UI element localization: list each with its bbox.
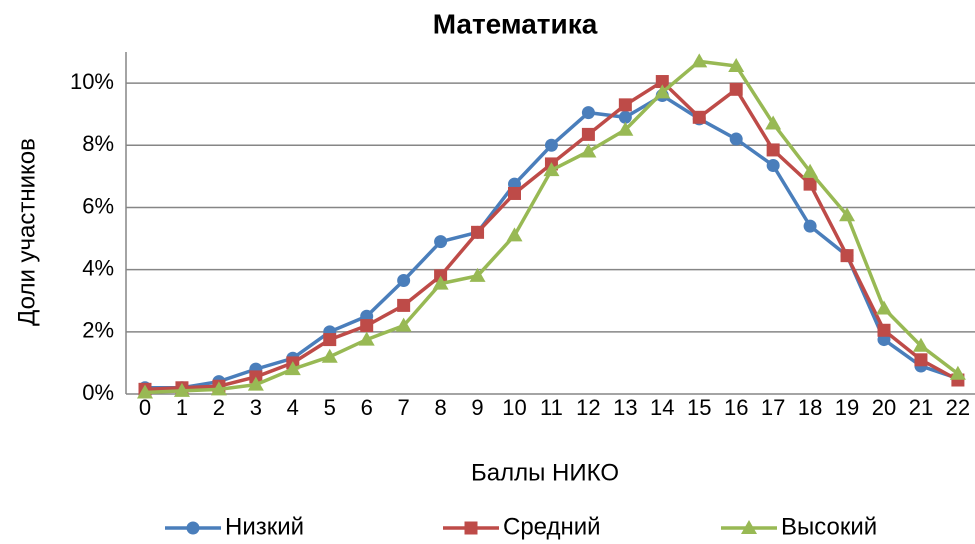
marker [912,337,929,352]
marker [617,121,634,136]
marker [876,300,892,315]
marker [247,376,264,391]
series-line [144,59,959,395]
marker [729,132,743,146]
marker [210,381,227,396]
y-axis-title: Доли участников [13,138,40,326]
x-tick-label: 16 [724,395,748,420]
x-tick-label: 7 [398,395,410,420]
x-axis-title: Баллы НИКО [471,459,619,486]
marker [580,143,597,158]
x-tick-label: 19 [835,395,859,420]
x-tick-label: 20 [872,395,896,420]
marker [618,98,632,112]
marker [803,219,817,233]
marker [432,275,449,290]
marker [949,365,966,380]
marker [581,106,595,120]
y-tick-label: 4% [82,255,114,280]
marker [434,235,448,249]
x-tick-label: 4 [287,395,299,420]
marker [358,331,375,346]
x-tick-label: 22 [946,395,970,420]
marker [321,348,338,363]
marker [471,225,485,239]
marker [840,249,854,263]
x-tick-label: 17 [761,395,785,420]
x-tick-label: 8 [434,395,446,420]
x-tick-label: 21 [909,395,933,420]
marker [618,110,632,124]
marker [729,82,743,96]
x-tick-label: 5 [324,395,336,420]
marker [284,361,301,376]
marker [469,267,486,282]
x-tick-label: 10 [502,395,526,420]
marker [508,186,521,200]
marker [765,115,782,130]
marker [655,75,669,89]
marker [802,163,819,178]
series-line [144,79,959,392]
chart-title: Математика [433,8,598,39]
marker [766,143,780,157]
marker [137,384,153,399]
marker [173,382,190,397]
marker [323,333,337,347]
marker [914,353,928,367]
marker [839,207,856,222]
marker [397,298,411,312]
y-tick-label: 10% [70,69,114,94]
x-tick-label: 15 [687,395,711,420]
legend-label: Низкий [225,513,304,540]
x-tick-label: 1 [176,395,188,420]
y-tick-label: 6% [82,193,114,218]
marker [877,323,891,337]
marker [395,317,412,332]
marker [360,319,374,333]
x-tick-label: 6 [361,395,373,420]
marker [506,227,523,242]
marker [544,138,558,152]
legend-label: Средний [503,513,601,540]
marker [186,521,200,535]
x-tick-label: 12 [576,395,600,420]
marker [728,57,745,72]
legend-label: Высокий [781,513,877,540]
x-tick-label: 13 [613,395,637,420]
x-tick-label: 18 [798,395,822,420]
marker [803,177,817,191]
marker [654,84,671,99]
marker [741,520,757,534]
x-tick-label: 0 [139,395,151,420]
x-tick-label: 11 [540,395,563,420]
marker [692,110,706,124]
x-tick-label: 14 [650,395,674,420]
marker [543,162,560,177]
marker [766,158,780,172]
x-tick-label: 3 [250,395,262,420]
marker [397,274,411,288]
marker [581,127,595,141]
x-tick-label: 2 [213,395,225,420]
y-tick-label: 8% [82,131,114,156]
marker [691,53,708,68]
marker [464,521,478,535]
y-tick-label: 2% [82,318,114,343]
x-tick-label: 9 [471,395,483,420]
y-tick-label: 0% [82,380,114,405]
